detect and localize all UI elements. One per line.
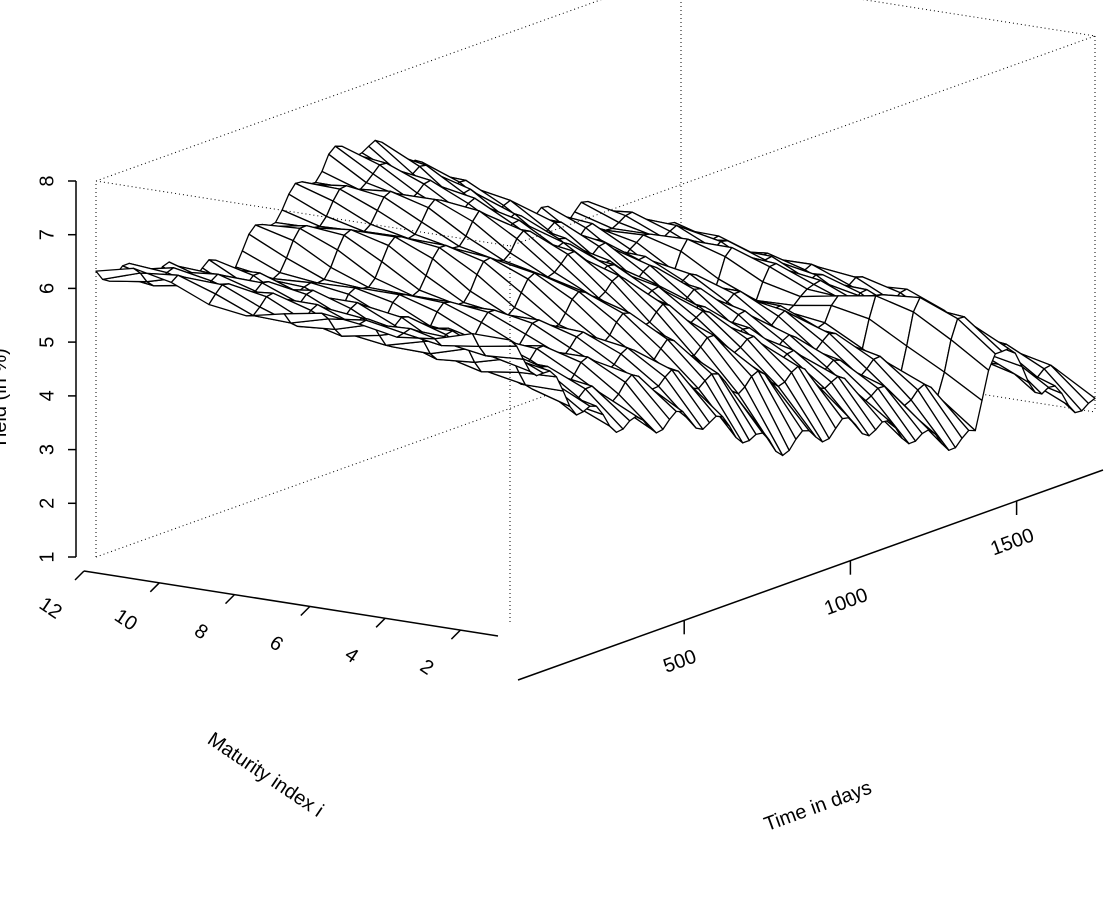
- maturity-tick-label: 12: [35, 593, 66, 624]
- maturity-tick-label: 10: [110, 605, 141, 636]
- time-tick-label: 1500: [988, 524, 1037, 560]
- z-tick-label: 8: [36, 175, 58, 186]
- surface-facet: [245, 313, 292, 324]
- surface-facet: [793, 295, 839, 307]
- plot-box-back-edges: [95, 0, 1096, 558]
- time-axis-line: [517, 469, 1104, 681]
- plot-box-front-edges: [95, 35, 1096, 622]
- time-tick-label: 500: [661, 646, 700, 678]
- surface-facet: [471, 332, 518, 348]
- z-tick-label: 4: [36, 390, 58, 401]
- maturity-tick-label: 8: [190, 620, 212, 644]
- yield-surface: [95, 139, 1096, 457]
- z-tick-label: 7: [36, 229, 58, 240]
- maturity-tick: [375, 617, 386, 628]
- maturity-tick: [300, 605, 311, 617]
- maturity-tick-label: 2: [416, 655, 438, 679]
- x-axis-title: Time in days: [761, 777, 874, 836]
- maturity-tick-label: 6: [265, 632, 287, 656]
- box-edge: [862, 0, 1096, 37]
- z-tick-label: 3: [36, 444, 58, 455]
- maturity-tick: [74, 570, 85, 581]
- z-tick-label: 1: [36, 551, 58, 562]
- y-axis-title: Maturity index i: [203, 728, 327, 821]
- z-tick-label: 2: [36, 498, 58, 509]
- maturity-tick: [149, 582, 160, 593]
- maturity-tick: [224, 594, 236, 605]
- time-tick-label: 1000: [821, 584, 870, 620]
- maturity-tick: [450, 629, 461, 640]
- maturity-tick-label: 4: [341, 643, 363, 667]
- maturity-axis-line: [83, 570, 499, 637]
- z-tick-label: 6: [36, 283, 58, 294]
- z-tick-label: 5: [36, 337, 58, 348]
- z-axis-title: Yield (in %): [0, 348, 11, 450]
